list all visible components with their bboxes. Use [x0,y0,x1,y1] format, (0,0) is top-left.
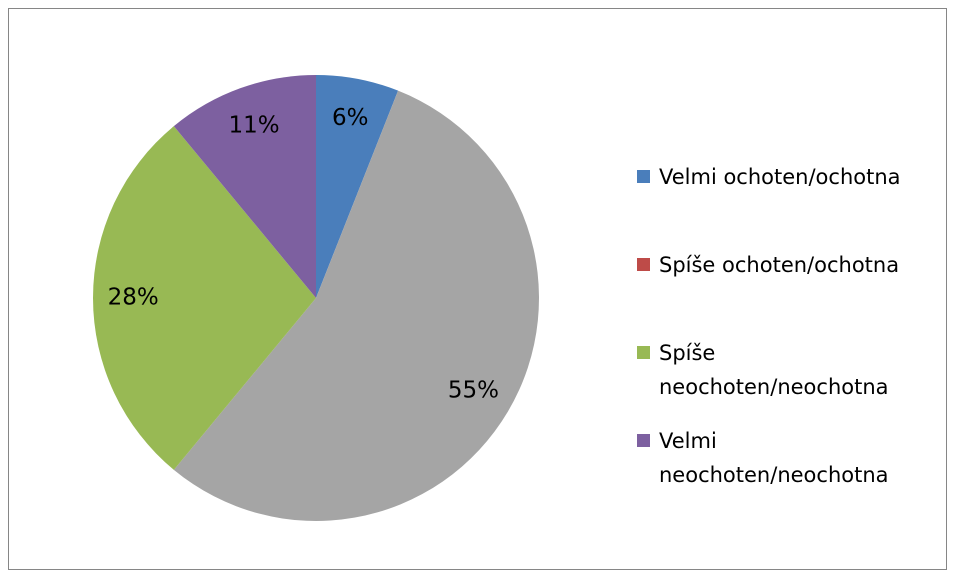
data-label: 28% [108,285,159,311]
data-label: 55% [448,378,499,404]
legend-marker [637,346,650,359]
pie-slice [173,75,316,298]
legend-marker [637,434,650,447]
legend-marker [637,258,650,271]
pie-slice [92,126,316,470]
legend-label: Spíše neochoten/neochotna [659,341,889,399]
data-label: 11% [228,112,279,138]
legend-label: Velmi ochoten/ochotna [659,165,901,189]
legend-label: Spíše ochoten/ochotna [659,253,900,277]
data-label: 6% [332,105,369,131]
legend-marker [637,170,650,183]
legend-label: Velmi neochoten/neochotna [659,429,889,487]
pie-slice [316,75,399,298]
pie-slice [173,90,539,521]
